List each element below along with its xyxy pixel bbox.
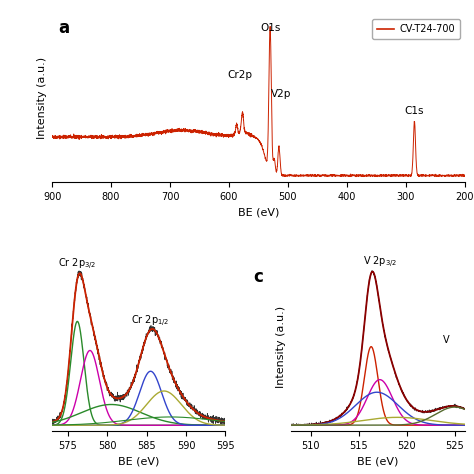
Text: Cr2p: Cr2p — [227, 71, 252, 81]
Text: Cr 2p$_{1/2}$: Cr 2p$_{1/2}$ — [131, 314, 169, 329]
Y-axis label: Intensity (a.u.): Intensity (a.u.) — [36, 57, 46, 139]
Text: C1s: C1s — [405, 106, 424, 116]
X-axis label: BE (eV): BE (eV) — [118, 456, 159, 466]
Legend: CV-T24-700: CV-T24-700 — [372, 19, 460, 39]
Text: V 2p$_{3/2}$: V 2p$_{3/2}$ — [364, 255, 398, 270]
Text: V: V — [443, 335, 450, 345]
Text: Cr 2p$_{3/2}$: Cr 2p$_{3/2}$ — [58, 256, 97, 272]
Text: a: a — [58, 19, 70, 37]
Text: V2p: V2p — [271, 89, 291, 99]
Y-axis label: Intensity (a.u.): Intensity (a.u.) — [276, 306, 286, 388]
X-axis label: BE (eV): BE (eV) — [237, 208, 279, 218]
X-axis label: BE (eV): BE (eV) — [357, 456, 399, 466]
Text: c: c — [253, 268, 263, 286]
Text: O1s: O1s — [260, 23, 280, 33]
